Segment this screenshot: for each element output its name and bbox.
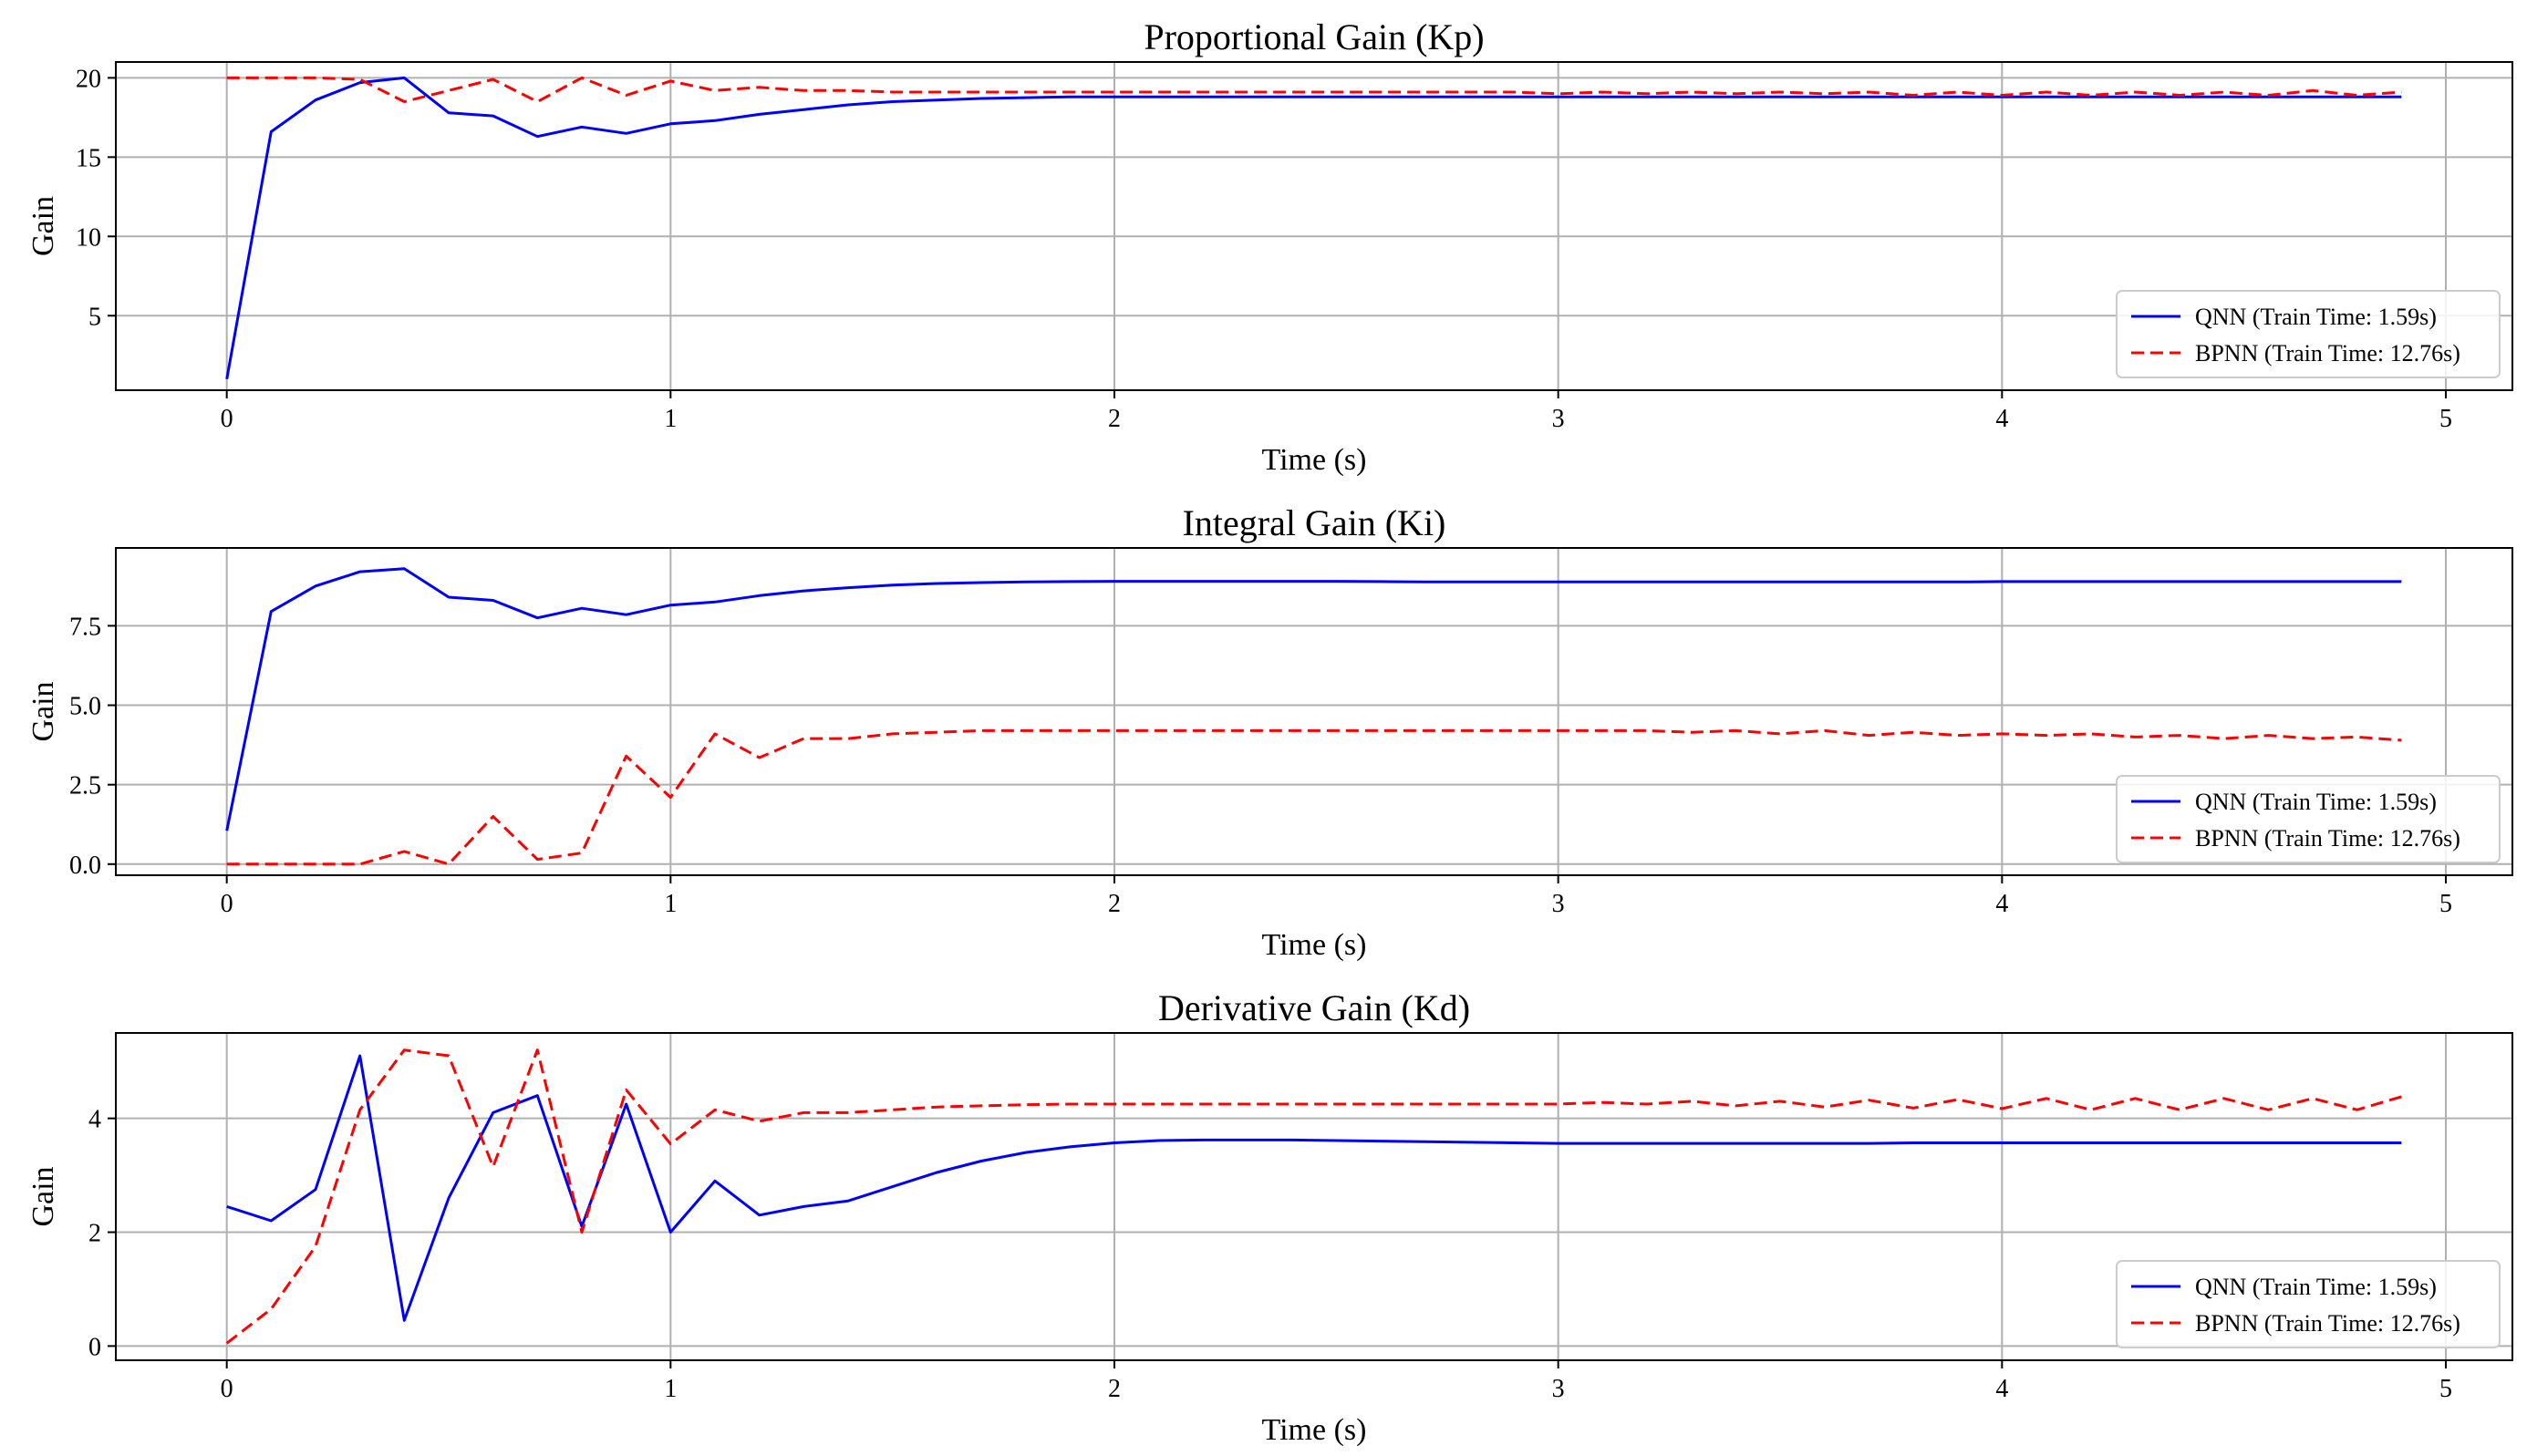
y-axis-label: Gain [26, 1166, 60, 1226]
series-line-bpnn [226, 76, 2402, 103]
legend-label-qnn: QNN (Train Time: 1.59s) [2195, 1274, 2437, 1300]
y-tick-label: 15 [76, 144, 101, 172]
x-tick-label: 3 [1552, 890, 1565, 918]
legend: QNN (Train Time: 1.59s) BPNN (Train Time:… [2116, 775, 2501, 863]
legend: QNN (Train Time: 1.59s) BPNN (Train Time:… [2116, 290, 2501, 378]
x-tick-label: 3 [1552, 405, 1565, 433]
legend: QNN (Train Time: 1.59s) BPNN (Train Time:… [2116, 1260, 2501, 1348]
x-tick-label: 5 [2439, 405, 2452, 433]
legend-label-qnn: QNN (Train Time: 1.59s) [2195, 304, 2437, 330]
legend-box [2116, 775, 2501, 863]
plot-frame [115, 61, 2513, 391]
y-tick-label: 0.0 [69, 852, 101, 880]
x-axis-label: Time (s) [1262, 1413, 1367, 1447]
y-axis-label: Gain [26, 196, 60, 256]
x-axis-label: Time (s) [1262, 928, 1367, 962]
x-tick-label: 0 [221, 405, 233, 433]
y-tick-label: 2.5 [69, 772, 101, 800]
legend-box [2116, 290, 2501, 378]
subplot-3: 0 1 2 3 4 5 0 2 4 Derivative Gain (Kd) Time (s) Gai… [26, 987, 2513, 1447]
legend-label-bpnn: BPNN (Train Time: 12.76s) [2195, 825, 2460, 852]
plot-frame [115, 547, 2513, 876]
chart-title: Derivative Gain (Kd) [1158, 987, 1470, 1028]
x-tick-label: 0 [221, 890, 233, 918]
x-tick-label: 1 [664, 1375, 677, 1403]
x-tick-label: 1 [664, 890, 677, 918]
subplot-2: 0 1 2 3 4 5 0.0 2.5 5.0 7.5 Integral Gain (Ki) Time… [26, 502, 2513, 962]
x-tick-label: 4 [1995, 1375, 2008, 1403]
x-axis-label: Time (s) [1262, 443, 1367, 477]
x-tick-label: 0 [221, 1375, 233, 1403]
y-tick-label: 4 [88, 1106, 101, 1134]
y-tick-label: 2 [88, 1220, 101, 1248]
y-tick-label: 5.0 [69, 693, 101, 721]
series-line-bpnn [225, 1048, 2402, 1345]
x-tick-label: 1 [664, 405, 677, 433]
x-tick-label: 2 [1108, 405, 1121, 433]
series-line-qnn [225, 76, 2402, 380]
x-tick-label: 2 [1108, 890, 1121, 918]
y-tick-label: 7.5 [69, 613, 101, 641]
x-tick-label: 3 [1552, 1375, 1565, 1403]
x-tick-label: 5 [2439, 1375, 2452, 1403]
legend-label-bpnn: BPNN (Train Time: 12.76s) [2195, 1310, 2460, 1337]
chart-title: Proportional Gain (Kp) [1144, 16, 1484, 57]
plot-frame [115, 1032, 2513, 1361]
y-tick-label: 0 [88, 1333, 101, 1361]
x-tick-label: 4 [1995, 890, 2008, 918]
y-tick-label: 5 [88, 303, 101, 331]
legend-label-bpnn: BPNN (Train Time: 12.76s) [2195, 340, 2460, 367]
series-line-qnn [225, 567, 2402, 831]
subplot-1: 0 1 2 3 4 5 5 10 15 20 Proportional Gain (Kp) Time … [26, 16, 2513, 477]
chart-title: Integral Gain (Ki) [1183, 502, 1446, 543]
x-tick-label: 2 [1108, 1375, 1121, 1403]
y-tick-label: 20 [76, 65, 101, 93]
x-tick-label: 5 [2439, 890, 2452, 918]
x-tick-label: 4 [1995, 405, 2008, 433]
series-line-qnn [226, 1054, 2402, 1322]
series-line-bpnn [226, 728, 2402, 866]
legend-box [2116, 1260, 2501, 1348]
y-tick-label: 10 [76, 223, 101, 252]
legend-label-qnn: QNN (Train Time: 1.59s) [2195, 789, 2437, 815]
y-axis-label: Gain [26, 681, 60, 741]
